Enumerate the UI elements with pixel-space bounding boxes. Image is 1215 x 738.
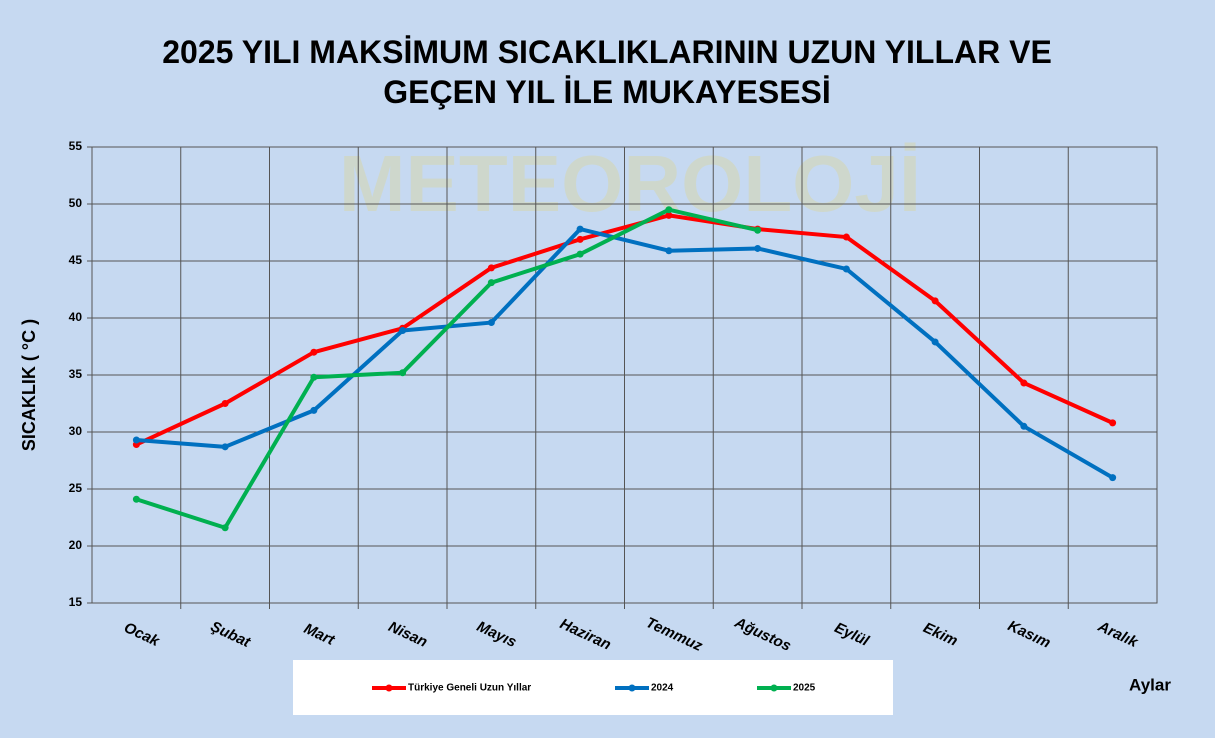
x-tick-label: Aralık xyxy=(1094,618,1140,652)
x-tick-label: Mart xyxy=(301,620,338,649)
x-tick-label: Haziran xyxy=(557,615,613,653)
point xyxy=(310,349,317,356)
point xyxy=(932,338,939,345)
page: 2025 YILI MAKSİMUM SICAKLIKLARININ UZUN … xyxy=(0,0,1215,738)
point xyxy=(133,496,140,503)
point xyxy=(1020,423,1027,430)
y-tick-label: 45 xyxy=(69,253,83,267)
point xyxy=(1109,419,1116,426)
watermark: METEOROLOJİ xyxy=(339,139,921,228)
point xyxy=(577,236,584,243)
point xyxy=(665,206,672,213)
x-axis-label: Aylar xyxy=(1129,675,1171,694)
point xyxy=(577,251,584,258)
x-tick-label: Kasım xyxy=(1005,617,1053,651)
legend-label: Türkiye Geneli Uzun Yıllar xyxy=(408,683,531,694)
point xyxy=(488,319,495,326)
y-tick-label: 50 xyxy=(69,196,83,210)
x-tick-label: Ocak xyxy=(121,619,162,650)
point xyxy=(843,234,850,241)
point xyxy=(665,247,672,254)
y-tick-label: 55 xyxy=(69,139,83,153)
point xyxy=(310,407,317,414)
y-axis-label: SICAKLIK ( °C ) xyxy=(19,319,39,451)
point xyxy=(222,524,229,531)
legend-label: 2025 xyxy=(793,683,816,694)
chart: METEOROLOJİ SICAKLIK ( °C ) Aylar 152025… xyxy=(0,0,1215,738)
x-tick-label: Mayıs xyxy=(474,618,519,651)
point xyxy=(577,226,584,233)
point xyxy=(1109,474,1116,481)
x-tick-label: Temmuz xyxy=(643,614,705,655)
x-tick-label: Ekim xyxy=(921,619,961,650)
point xyxy=(222,400,229,407)
x-tick-label: Nisan xyxy=(386,618,430,651)
y-tick-label: 40 xyxy=(69,310,83,324)
point xyxy=(488,279,495,286)
point xyxy=(932,297,939,304)
point xyxy=(488,264,495,271)
point xyxy=(754,245,761,252)
y-tick-label: 30 xyxy=(69,424,83,438)
x-tick-label: Ağustos xyxy=(731,614,793,655)
point xyxy=(222,443,229,450)
x-tick-label: Şubat xyxy=(208,618,254,651)
point xyxy=(310,374,317,381)
legend-label: 2024 xyxy=(651,683,674,694)
point xyxy=(843,265,850,272)
legend-marker xyxy=(386,685,393,692)
point xyxy=(399,327,406,334)
point xyxy=(754,227,761,234)
legend-marker xyxy=(771,685,778,692)
y-tick-label: 35 xyxy=(69,367,83,381)
y-tick-label: 25 xyxy=(69,481,83,495)
point xyxy=(133,436,140,443)
x-tick-label: Eylül xyxy=(832,619,872,650)
point xyxy=(1020,379,1027,386)
point xyxy=(399,369,406,376)
legend-marker xyxy=(629,685,636,692)
y-tick-label: 20 xyxy=(69,538,83,552)
y-tick-label: 15 xyxy=(69,595,83,609)
